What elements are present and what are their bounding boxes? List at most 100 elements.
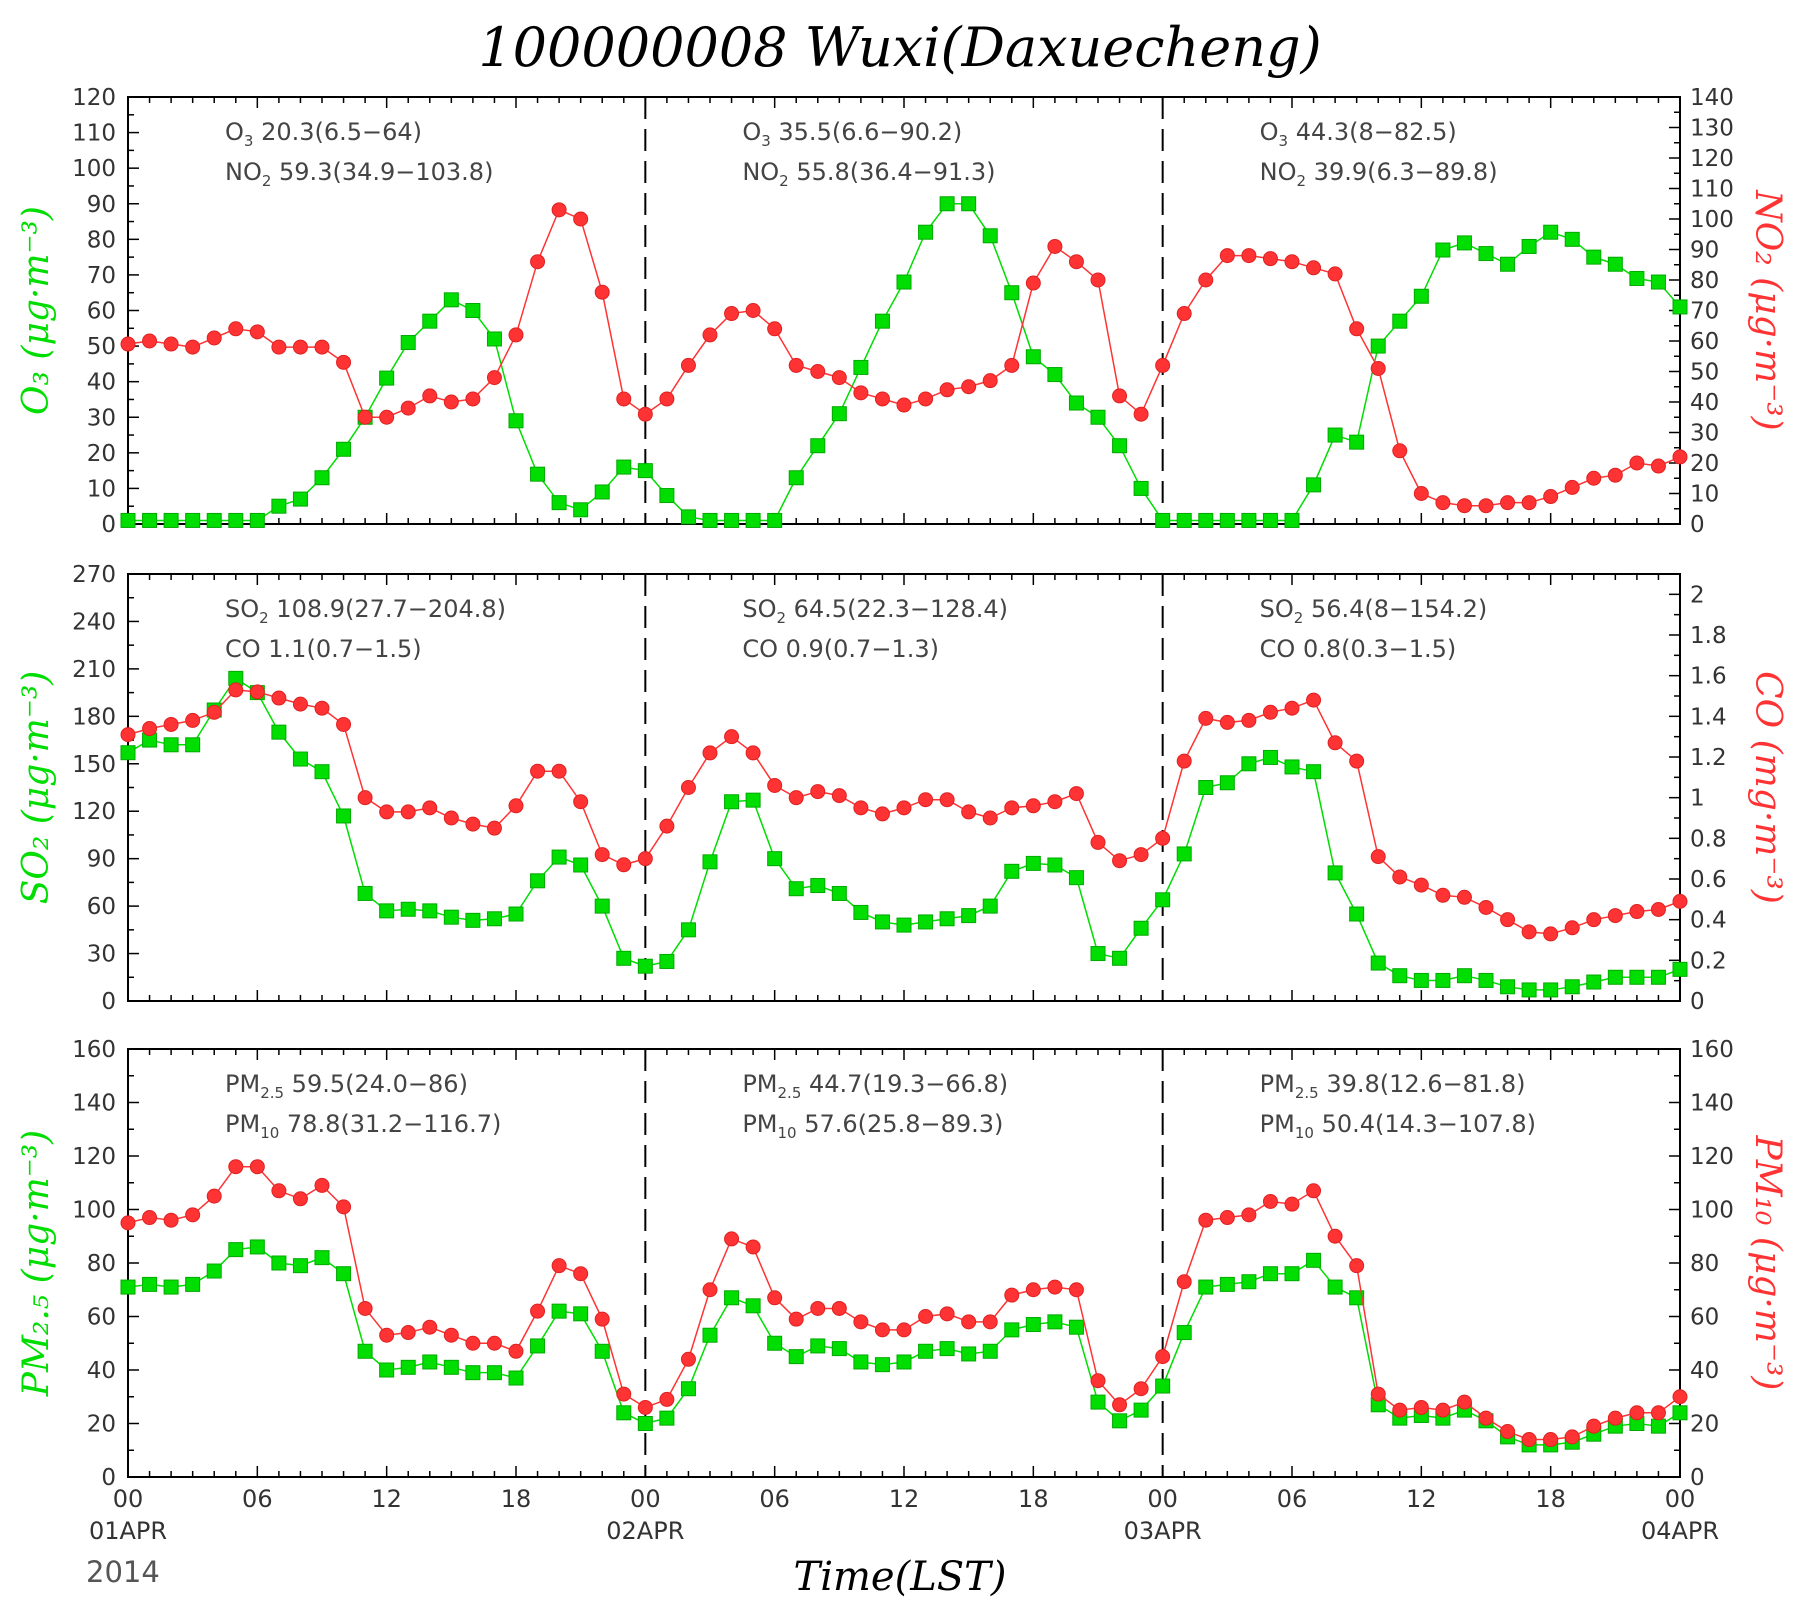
data-point [1370, 955, 1386, 971]
data-point [1068, 395, 1084, 411]
data-point [1392, 869, 1408, 885]
data-point [1349, 906, 1365, 922]
y-tick-label-left: 150 [72, 752, 116, 778]
data-point [1543, 224, 1559, 240]
data-point [982, 228, 998, 244]
data-point [163, 716, 179, 732]
data-point [745, 745, 761, 761]
data-point [1327, 735, 1343, 751]
data-point [314, 700, 330, 716]
data-point [185, 1276, 201, 1292]
data-point [1112, 388, 1128, 404]
data-point [1392, 313, 1408, 329]
y-tick-label-right: 30 [1690, 421, 1719, 447]
data-point [228, 1159, 244, 1175]
y-axis-label-right: PM₁₀ (μg·m⁻³) [1747, 1135, 1788, 1391]
data-point [1629, 270, 1645, 286]
data-point [271, 1183, 287, 1199]
data-point [896, 800, 912, 816]
data-point [767, 1290, 783, 1306]
data-point [1284, 700, 1300, 716]
data-point [379, 1327, 395, 1343]
data-point [163, 1279, 179, 1295]
data-point [1306, 260, 1322, 276]
data-point [594, 1311, 610, 1327]
data-point [680, 357, 696, 373]
data-point [185, 1207, 201, 1223]
data-point [422, 800, 438, 816]
data-point [400, 400, 416, 416]
data-point [702, 1282, 718, 1298]
x-date-label: 01APR [89, 1517, 167, 1545]
y-tick-label-left: 60 [87, 299, 116, 325]
series-so2 [120, 670, 1688, 998]
data-point [185, 712, 201, 728]
data-point [724, 1290, 740, 1306]
data-point [724, 729, 740, 745]
data-point [1564, 920, 1580, 936]
data-point [831, 788, 847, 804]
data-point [1607, 908, 1623, 924]
x-tick-label: 00 [630, 1485, 661, 1513]
data-point [142, 333, 158, 349]
data-point [443, 394, 459, 410]
y-tick-label-right: 0.4 [1690, 908, 1727, 934]
data-point [1370, 360, 1386, 376]
data-point [1219, 248, 1235, 264]
data-point [422, 313, 438, 329]
data-point [1672, 893, 1688, 909]
data-point [831, 406, 847, 422]
data-point [1327, 266, 1343, 282]
data-point [314, 764, 330, 780]
data-point [1392, 443, 1408, 459]
data-point [616, 459, 632, 475]
y-tick-label-right: 120 [1690, 1144, 1734, 1170]
data-point [1564, 1429, 1580, 1445]
data-point [530, 254, 546, 270]
data-point [1500, 256, 1516, 272]
data-point [551, 1303, 567, 1319]
y-tick-label-right: 110 [1690, 177, 1734, 203]
data-point [810, 784, 826, 800]
data-point [788, 881, 804, 897]
data-point [896, 1354, 912, 1370]
data-point [702, 327, 718, 343]
year-label: 2014 [86, 1555, 160, 1589]
data-point [1650, 902, 1666, 917]
data-point [573, 857, 589, 873]
data-point [1090, 1394, 1106, 1410]
y-tick-label-right: 0 [1690, 1465, 1705, 1491]
data-point [1586, 974, 1602, 990]
data-point [767, 1335, 783, 1351]
data-point [1176, 846, 1192, 862]
data-point [249, 684, 265, 700]
y-tick-label-right: 100 [1690, 207, 1734, 233]
data-point [1090, 409, 1106, 425]
data-point [1241, 512, 1257, 528]
data-point [788, 1349, 804, 1365]
data-point [896, 274, 912, 290]
data-point [1176, 1325, 1192, 1341]
data-point [1564, 979, 1580, 995]
data-point [1392, 1402, 1408, 1418]
data-point [810, 438, 826, 454]
data-point [1112, 438, 1128, 454]
data-point [810, 1338, 826, 1354]
data-point [120, 745, 136, 761]
data-point [1478, 246, 1494, 262]
data-point [465, 1365, 481, 1381]
x-tick-label: 06 [1277, 1485, 1308, 1513]
data-point [486, 820, 502, 836]
y-tick-label-left: 120 [72, 85, 116, 111]
y-tick-label-left: 140 [72, 1091, 116, 1117]
data-point [1047, 1279, 1063, 1295]
data-point [680, 1381, 696, 1397]
y-tick-label-right: 70 [1690, 299, 1719, 325]
data-point [1564, 231, 1580, 247]
data-point [1478, 498, 1494, 514]
data-point [422, 1354, 438, 1370]
data-point [1370, 338, 1386, 354]
data-point [400, 1359, 416, 1375]
data-point [1090, 272, 1106, 288]
